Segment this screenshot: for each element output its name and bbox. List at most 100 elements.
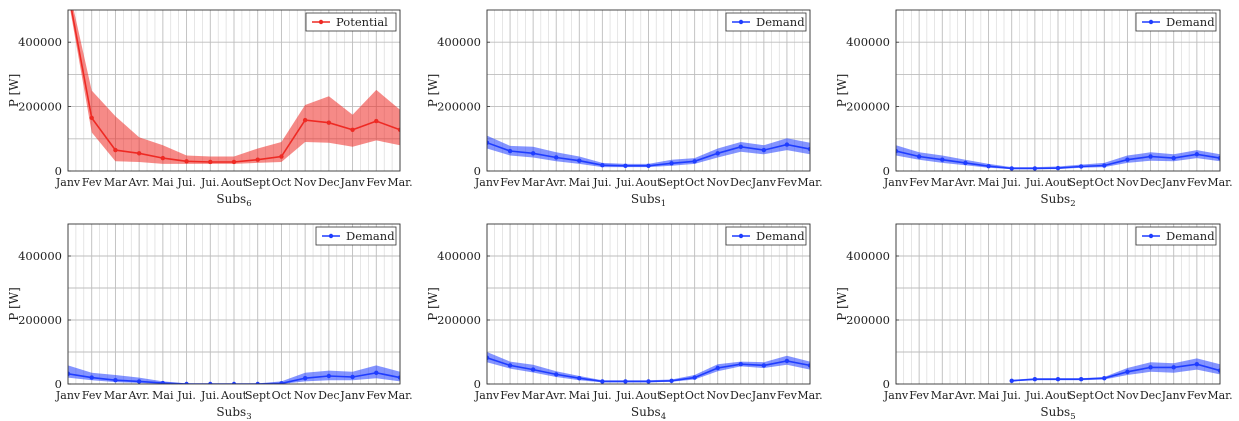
x-tick-label: Nov (706, 389, 729, 402)
confidence-band (896, 145, 1220, 170)
data-point (807, 146, 810, 152)
data-point (1078, 164, 1084, 169)
x-axis-label-main: Subs (631, 405, 661, 419)
data-point (397, 375, 400, 380)
data-point (487, 140, 490, 145)
series-line (68, 371, 400, 384)
x-tick-label: Jui. (176, 389, 196, 402)
confidence-band (1011, 358, 1220, 382)
data-point (669, 161, 674, 166)
data-point (646, 379, 651, 384)
x-tick-label: Dec (1140, 176, 1162, 189)
legend-swatch-marker (1148, 233, 1154, 239)
x-tick-label: Mar. (1207, 389, 1232, 402)
data-point (231, 159, 237, 165)
x-tick-label: Avr. (545, 389, 567, 402)
x-tick-label: Mar (522, 389, 546, 402)
data-point (554, 155, 559, 160)
y-tick-label: 400000 (437, 35, 481, 49)
x-tick-label: Jui. (176, 176, 196, 189)
y-tick-label: 400000 (846, 249, 890, 263)
data-point (530, 367, 536, 372)
x-tick-label: Mar. (387, 389, 412, 402)
x-tick-label: Dec (730, 389, 752, 402)
x-tick-label: Jui. (592, 389, 612, 402)
x-tick-label: Mar. (1207, 176, 1232, 189)
data-point (1217, 155, 1220, 161)
data-point (600, 379, 605, 384)
x-tick-label: Mai (152, 389, 174, 402)
x-tick-label: Dec (730, 176, 752, 189)
y-axis-label: P [W] (7, 74, 21, 108)
x-tick-label: Avr. (128, 389, 150, 402)
data-point (374, 370, 379, 375)
x-tick-label: Avr. (545, 176, 567, 189)
legend-box (725, 12, 807, 32)
legend-box (1135, 12, 1217, 32)
x-tick-label: Janv (751, 176, 777, 189)
data-point (715, 365, 720, 371)
data-point (326, 373, 332, 379)
data-point (1194, 361, 1200, 367)
legend-label: Demand (756, 229, 805, 243)
x-tick-label: Janv (751, 389, 777, 402)
data-point (1055, 377, 1061, 382)
series-1 (487, 135, 810, 169)
x-axis-label-subscript: 4 (661, 412, 666, 421)
data-point (600, 163, 605, 168)
data-point (350, 127, 355, 132)
legend: Demand (1135, 12, 1217, 32)
x-tick-label: Janv (883, 389, 909, 402)
data-point (1102, 376, 1107, 381)
data-point (1009, 378, 1014, 383)
x-tick-label: Mar (104, 176, 128, 189)
y-tick-label: 200000 (18, 100, 62, 114)
legend-swatch-marker (1148, 19, 1154, 25)
x-tick-label: Fev (366, 176, 387, 189)
data-point (184, 159, 189, 164)
x-tick-label: Aout (220, 176, 248, 189)
legend-swatch-marker (318, 19, 324, 25)
x-tick-label: Avr. (128, 176, 150, 189)
x-tick-label: Mar. (797, 389, 822, 402)
data-point (231, 381, 237, 384)
x-axis-label-main: Subs (1040, 192, 1070, 206)
data-point (160, 380, 166, 384)
data-point (255, 381, 260, 384)
legend-swatch-marker (738, 19, 744, 25)
x-tick-label: Jui. (615, 176, 635, 189)
data-point (1217, 368, 1220, 373)
x-tick-label: Oct (1094, 176, 1114, 189)
y-tick-label: 0 (883, 164, 890, 178)
data-point (761, 363, 767, 368)
x-tick-label: Dec (1140, 389, 1162, 402)
y-tick-label: 0 (55, 377, 62, 391)
data-point (1125, 157, 1130, 162)
y-tick-label: 200000 (437, 313, 481, 327)
x-tick-label: Fev (1187, 389, 1208, 402)
legend-box (315, 226, 397, 246)
x-tick-label: Janv (1161, 389, 1187, 402)
x-tick-label: Nov (706, 176, 729, 189)
x-tick-label: Mar (931, 389, 955, 402)
x-axis-label: Subs6 (216, 192, 251, 209)
data-point (1148, 154, 1153, 159)
legend-box (725, 226, 807, 246)
x-tick-label: Jui. (592, 176, 612, 189)
data-point (692, 375, 697, 380)
plot-frame (895, 223, 1221, 385)
x-tick-label: Dec (318, 176, 340, 189)
x-tick-label: Sept (659, 389, 685, 402)
y-tick-label: 0 (474, 164, 481, 178)
data-point (554, 372, 559, 377)
x-tick-label: Janv (883, 176, 909, 189)
legend-swatch-marker (328, 233, 334, 239)
x-tick-label: Jui. (1001, 389, 1021, 402)
x-tick-label: Jui. (615, 389, 635, 402)
confidence-band (70, 10, 400, 164)
data-point (160, 155, 166, 161)
data-point (623, 163, 628, 169)
